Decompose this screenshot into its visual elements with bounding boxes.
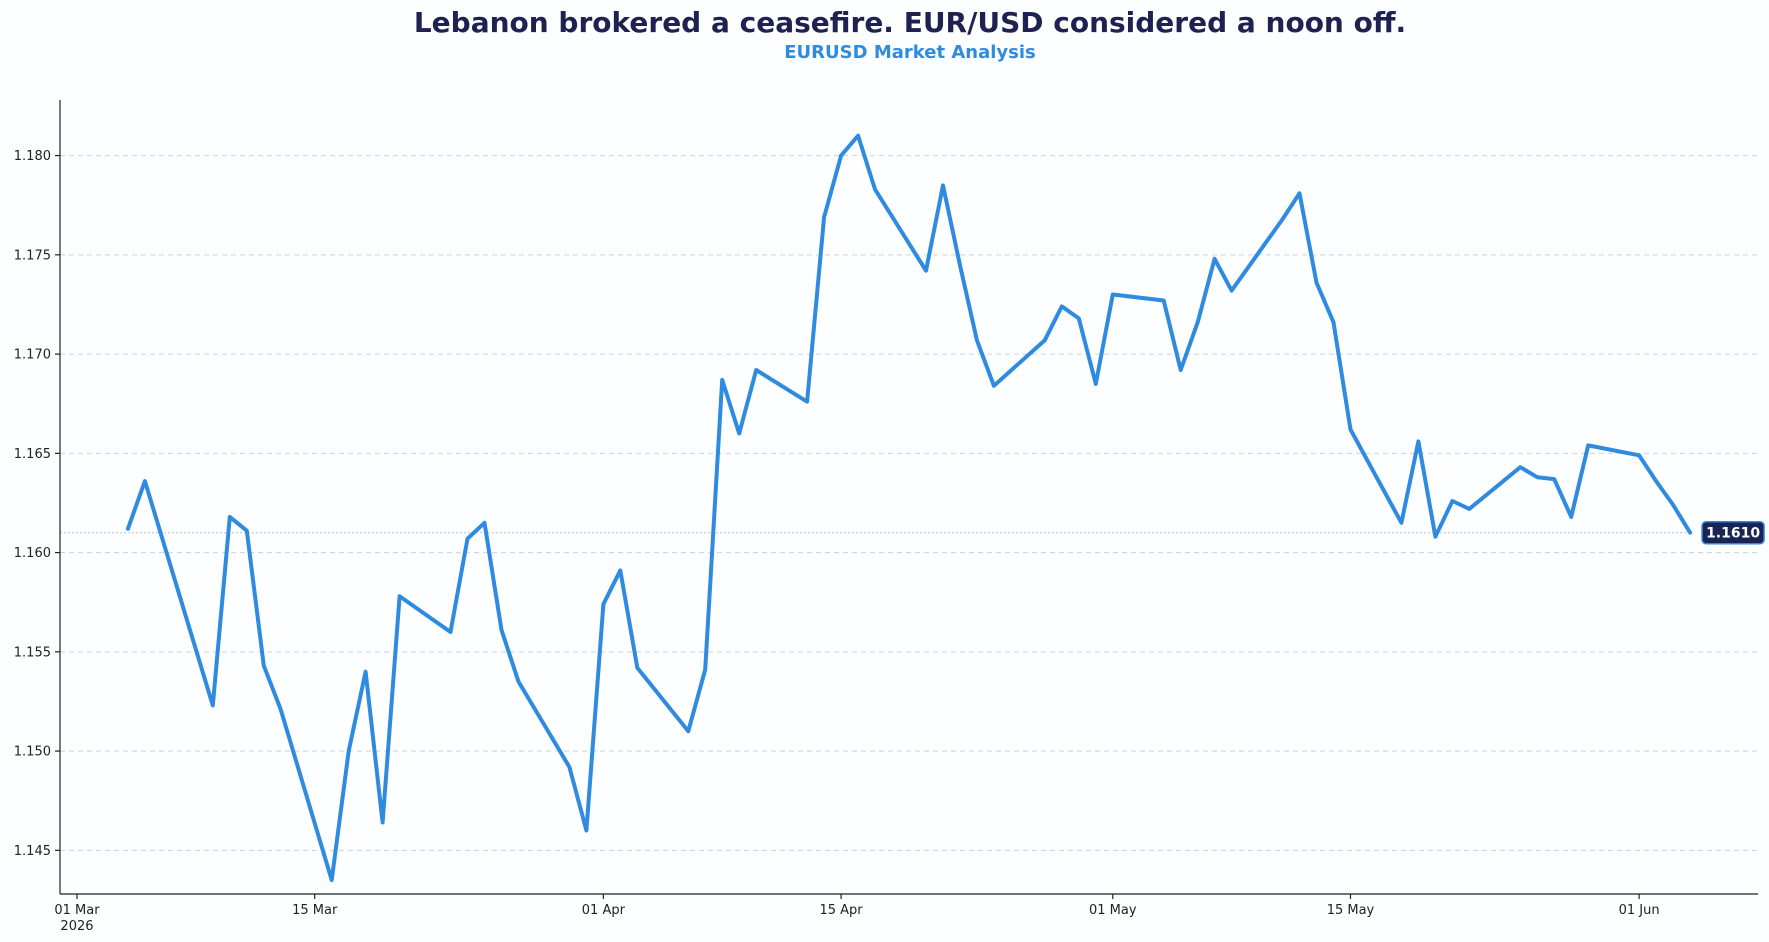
x-tick-label: 15 Mar	[292, 903, 338, 918]
y-tick-label: 1.180	[14, 149, 51, 164]
chart-subtitle: EURUSD Market Analysis	[784, 42, 1035, 63]
y-tick-label: 1.170	[14, 348, 51, 363]
y-tick-label: 1.150	[14, 745, 51, 760]
y-tick-label: 1.155	[14, 645, 51, 660]
y-tick-label: 1.165	[14, 447, 51, 462]
y-gridlines	[60, 155, 1758, 851]
last-value-label: 1.1610	[1706, 526, 1760, 542]
series-layer	[125, 133, 1693, 883]
x-tick-sublabel: 2026	[60, 919, 93, 934]
y-axis-ticks: 1.145 1.150 1.155 1.160 1.165 1.170 1.175 1.180	[14, 149, 60, 859]
x-tick-label: 01 Mar	[54, 903, 100, 918]
x-tick-label: 01 May	[1089, 903, 1137, 918]
x-tick-label: 01 Apr	[582, 903, 626, 918]
y-tick-label: 1.145	[14, 844, 51, 859]
last-value-badge: 1.1610	[1701, 520, 1765, 545]
y-tick-label: 1.160	[14, 546, 51, 561]
axes	[59, 100, 1758, 895]
x-tick-label: 01 Jun	[1619, 903, 1660, 918]
x-tick-label: 15 Apr	[819, 903, 863, 918]
last-value-badge-box	[1701, 520, 1765, 545]
x-tick-label: 15 May	[1327, 903, 1375, 918]
eurusd-price-line	[125, 133, 1693, 883]
y-tick-label: 1.175	[14, 248, 51, 263]
chart-title: Lebanon brokered a ceasefire. EUR/USD co…	[414, 6, 1406, 39]
